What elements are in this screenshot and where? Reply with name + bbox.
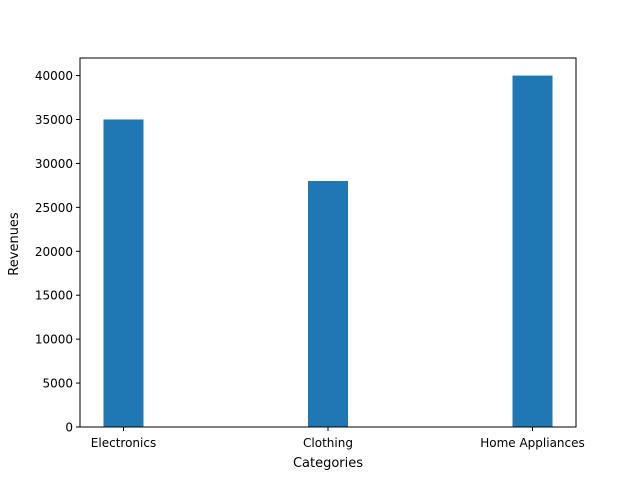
y-tick-label: 35000 (35, 113, 73, 127)
y-tick-label: 40000 (35, 69, 73, 83)
y-tick-label: 20000 (35, 245, 73, 259)
y-tick-label: 25000 (35, 201, 73, 215)
x-tick-label: Home Appliances (480, 436, 585, 450)
y-tick-label: 30000 (35, 157, 73, 171)
y-axis-label: Revenues (7, 212, 22, 276)
y-tick-label: 10000 (35, 333, 73, 347)
plot-area: 0 5000 10000 15000 20000 25000 30000 35000 40000… (35, 57, 585, 450)
y-tick-label: 15000 (35, 289, 73, 303)
y-tick-label: 0 (65, 421, 73, 435)
bar-home-appliances (512, 75, 553, 428)
bar-clothing (308, 181, 348, 427)
x-tick-label: Electronics (91, 436, 156, 450)
x-axis-label: Categories (293, 456, 363, 471)
x-tick-label: Clothing (303, 436, 353, 450)
y-tick-label: 5000 (42, 377, 73, 391)
bar-electronics (103, 119, 144, 427)
